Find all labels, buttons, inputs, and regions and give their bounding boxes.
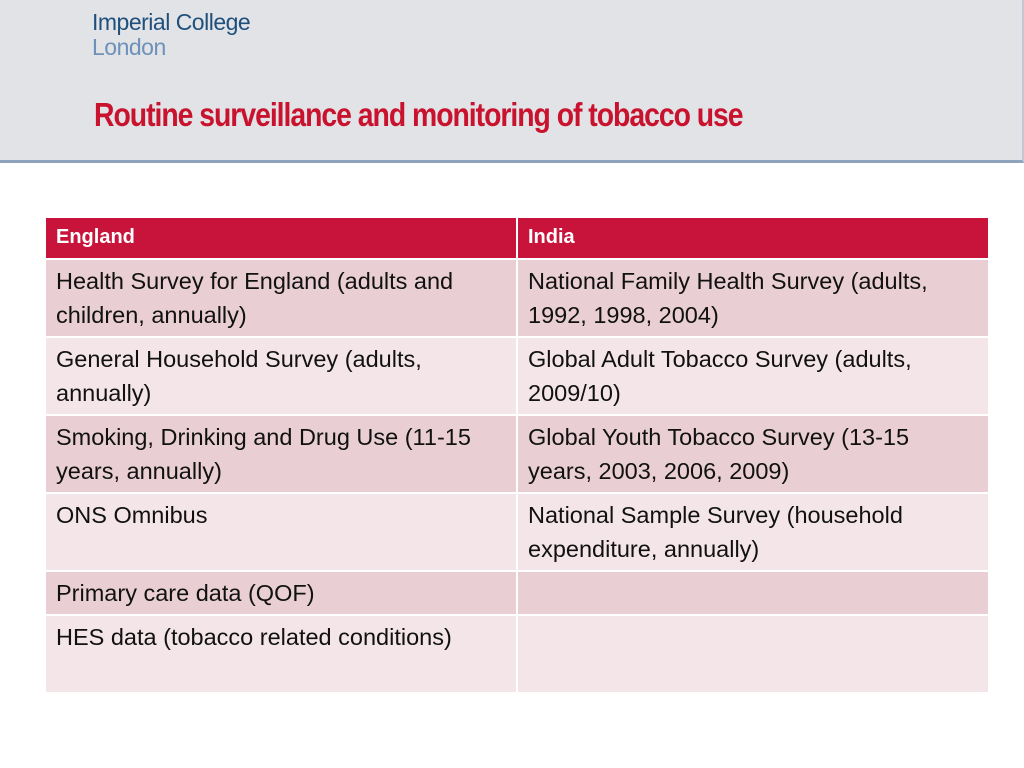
logo-line-1: Imperial College	[92, 9, 251, 35]
table-row: Health Survey for England (adults and ch…	[44, 258, 990, 338]
england-cell: Health Survey for England (adults and ch…	[44, 258, 518, 338]
column-header-england: England	[44, 216, 518, 260]
imperial-college-logo: Imperial College London	[92, 9, 251, 60]
england-cell: General Household Survey (adults, annual…	[44, 336, 518, 416]
england-cell: Smoking, Drinking and Drug Use (11-15 ye…	[44, 414, 518, 494]
india-cell: National Family Health Survey (adults, 1…	[516, 258, 990, 338]
india-cell: Global Youth Tobacco Survey (13-15 years…	[516, 414, 990, 494]
table-row: ONS Omnibus National Sample Survey (hous…	[44, 492, 990, 572]
logo-line-2: London	[92, 34, 166, 60]
india-cell: Global Adult Tobacco Survey (adults, 200…	[516, 336, 990, 416]
slide-header: Imperial College London Routine surveill…	[0, 0, 1024, 163]
slide-title: Routine surveillance and monitoring of t…	[94, 96, 744, 133]
table-header-row: England India	[44, 216, 990, 260]
england-cell: HES data (tobacco related conditions)	[44, 614, 518, 694]
india-cell	[516, 570, 990, 616]
column-header-india: India	[516, 216, 990, 260]
england-cell: Primary care data (QOF)	[44, 570, 518, 616]
table-row: Primary care data (QOF)	[44, 570, 990, 616]
table-row: Smoking, Drinking and Drug Use (11-15 ye…	[44, 414, 990, 494]
table-row: HES data (tobacco related conditions)	[44, 614, 990, 694]
table-row: General Household Survey (adults, annual…	[44, 336, 990, 416]
india-cell	[516, 614, 990, 694]
survey-table: England India Health Survey for England …	[44, 216, 990, 694]
england-cell: ONS Omnibus	[44, 492, 518, 572]
india-cell: National Sample Survey (household expend…	[516, 492, 990, 572]
